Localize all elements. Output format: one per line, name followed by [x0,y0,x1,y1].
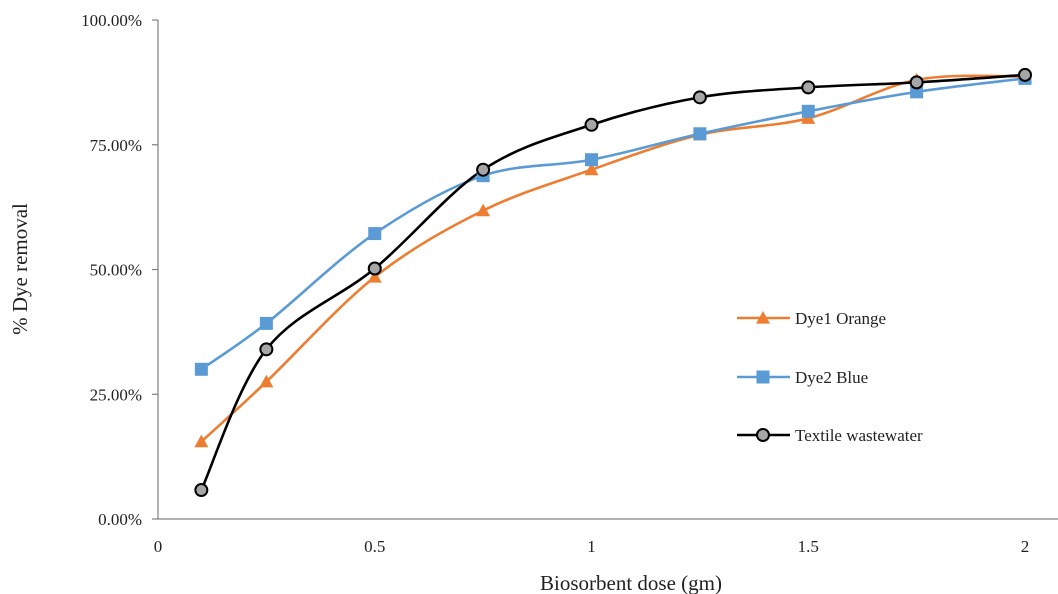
legend-swatch-marker [756,428,770,442]
data-point-textile-wastewater [194,483,209,498]
data-point-dye1-orange [367,269,382,283]
y-tick-label: 0.00% [98,510,142,529]
x-tick-label: 2 [1021,537,1030,556]
data-point-dye2-blue [259,316,273,330]
y-tick-label: 100.00% [81,11,142,30]
y-tick-label: 75.00% [90,136,142,155]
data-point-textile-wastewater [692,90,707,105]
data-point-dye1-orange [259,374,274,388]
y-tick-label: 50.00% [90,261,142,280]
data-point-textile-wastewater [259,342,274,357]
x-axis-title: Biosorbent dose (gm) [540,571,722,594]
legend-item-textile-wastewater: Textile wastewater [737,426,923,445]
x-tick-label: 0.5 [364,537,385,556]
series-line-dye1-orange [200,74,1026,443]
series-markers [194,67,1032,498]
legend: Dye1 Orange Dye2 Blue Textile wastewater [737,309,923,445]
data-point-dye2-blue [910,85,924,99]
data-point-dye2-blue [693,127,707,141]
data-point-textile-wastewater [1018,67,1032,82]
x-tick-label: 0 [154,537,163,556]
legend-swatch-marker [756,370,770,384]
data-point-textile-wastewater [909,75,924,90]
y-axis-ticks: 0.00% 25.00% 50.00% 75.00% 100.00% [81,11,158,529]
legend-swatch-marker [756,311,770,324]
y-axis-title: % Dye removal [8,203,32,335]
data-point-dye1-orange [194,434,209,448]
legend-label: Dye2 Blue [795,368,868,387]
x-axis-ticks: 0 0.5 1 1.5 2 [154,537,1030,556]
data-point-textile-wastewater [367,261,382,276]
legend-item-dye2-blue: Dye2 Blue [737,368,868,387]
legend-label: Dye1 Orange [795,309,886,328]
data-point-textile-wastewater [584,117,599,132]
legend-label: Textile wastewater [795,426,923,445]
data-point-dye2-blue [194,362,208,376]
data-point-dye2-blue [585,153,598,167]
data-point-textile-wastewater [476,162,491,177]
x-tick-label: 1.5 [798,537,819,556]
axes [157,20,1058,520]
data-point-textile-wastewater [801,80,816,95]
x-tick-label: 1 [587,537,596,556]
data-point-dye2-blue [801,104,815,118]
y-tick-label: 25.00% [90,385,142,404]
data-point-dye1-orange [476,203,491,217]
series-line-dye2-blue [200,77,1026,371]
series-line-textile-wastewater [200,73,1026,491]
legend-item-dye1-orange: Dye1 Orange [737,309,886,328]
data-point-dye2-blue [368,227,382,241]
data-point-dye1-orange [584,162,599,176]
